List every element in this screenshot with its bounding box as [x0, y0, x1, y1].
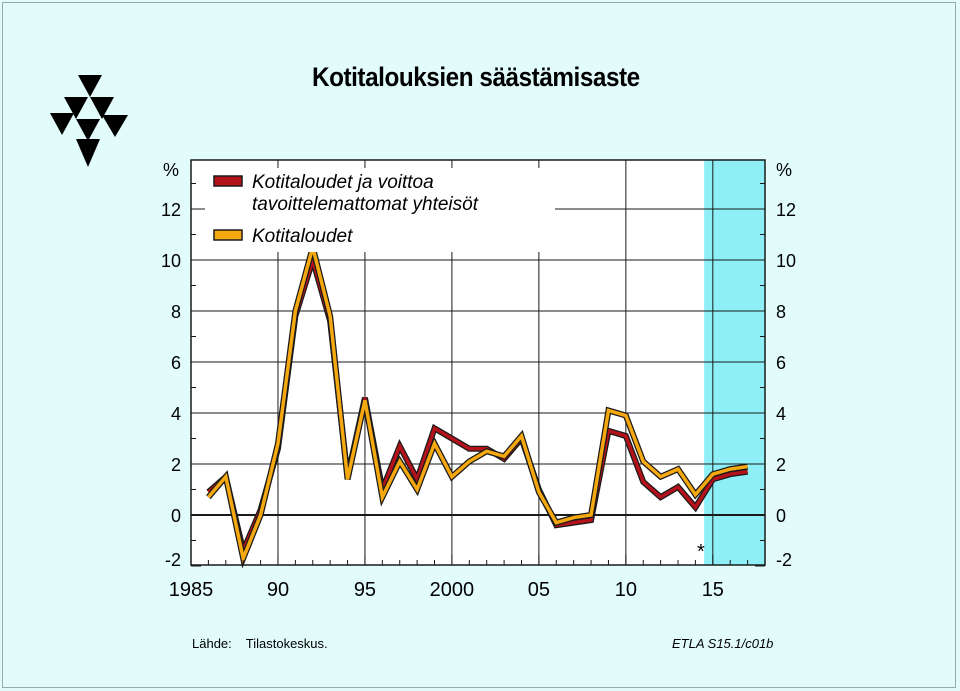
x-tick-label: 2000 — [430, 579, 475, 601]
source-value: Tilastokeskus. — [245, 636, 328, 651]
y-tick-labels-right: 12 10 8 6 4 2 0 -2 — [776, 200, 796, 570]
chart-code: ETLA S15.1/c01b — [672, 636, 774, 651]
series-lines — [206, 235, 749, 569]
legend-label: Kotitaloudet — [252, 226, 353, 247]
source-label: Lähde: — [192, 636, 232, 651]
y-tick-label-right: 0 — [776, 506, 786, 526]
y-tick-label-left: 10 — [161, 251, 181, 271]
y-axis-unit-right: % — [776, 160, 792, 180]
x-tick-labels: 1985 90 95 2000 05 10 15 — [169, 579, 724, 601]
y-tick-label-right: 4 — [776, 404, 786, 424]
legend-label: Kotitaloudet ja voittoa — [252, 172, 434, 193]
y-tick-label-left: 2 — [171, 455, 181, 475]
y-axis-unit-left: % — [163, 160, 179, 180]
y-tick-label-left: 6 — [171, 353, 181, 373]
legend-swatch — [213, 175, 243, 187]
x-tick-label: 1985 — [169, 579, 214, 601]
x-tick-label: 05 — [528, 579, 550, 601]
x-tick-label: 90 — [267, 579, 289, 601]
y-tick-label-right: 10 — [776, 251, 796, 271]
legend-box — [205, 168, 555, 252]
y-tick-label-left: 4 — [171, 404, 181, 424]
series-line — [207, 240, 748, 565]
tick-marks — [190, 183, 766, 567]
x-tick-label: 15 — [702, 579, 724, 601]
legend-label: tavoittelemattomat yhteisöt — [252, 194, 479, 215]
y-tick-label-right: 12 — [776, 200, 796, 220]
y-tick-labels-left: 12 10 8 6 4 2 0 -2 — [161, 200, 181, 570]
x-tick-label: 95 — [354, 579, 376, 601]
page-title: Kotitalouksien säästämisaste — [312, 62, 640, 92]
x-tick-label: 10 — [615, 579, 637, 601]
y-tick-label-left: 0 — [171, 506, 181, 526]
y-tick-label-right: -2 — [776, 550, 792, 570]
y-tick-label-right: 2 — [776, 455, 786, 475]
y-tick-label-right: 6 — [776, 353, 786, 373]
y-tick-label-left: 8 — [171, 302, 181, 322]
legend-swatch — [213, 229, 243, 241]
y-tick-label-left: -2 — [165, 550, 181, 570]
legend: Kotitaloudet ja voittoatavoittelemattoma… — [205, 168, 555, 252]
etla-logo-icon — [50, 75, 128, 167]
source-note: Lähde: Tilastokeskus. — [192, 636, 328, 651]
y-tick-label-left: 12 — [161, 200, 181, 220]
forecast-marker: * — [697, 541, 705, 563]
y-tick-label-right: 8 — [776, 302, 786, 322]
